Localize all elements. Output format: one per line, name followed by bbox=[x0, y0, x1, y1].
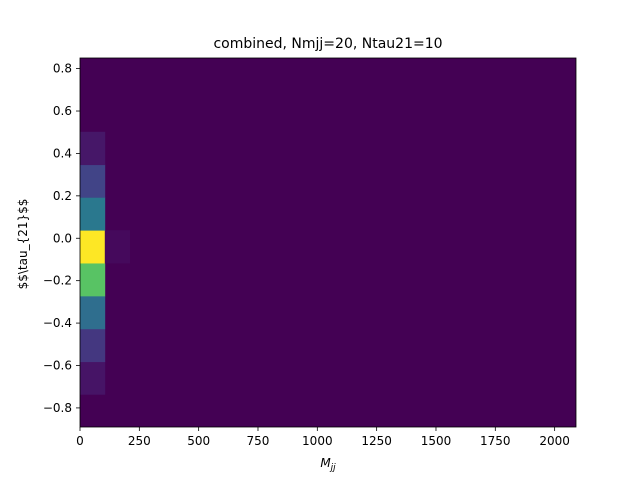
x-axis: 0 250 500 750 1000 1250 1500 1750 2000 bbox=[76, 427, 570, 448]
x-tick-label: 1250 bbox=[361, 434, 392, 448]
y-axis: −0.8 −0.6 −0.4 −0.2 0.0 0.2 0.4 0.6 0.8 bbox=[43, 62, 80, 415]
x-tick-label: 0 bbox=[76, 434, 84, 448]
y-tick-label: 0.4 bbox=[53, 146, 72, 160]
y-tick-label: −0.4 bbox=[43, 316, 72, 330]
y-tick-label: −0.8 bbox=[43, 401, 72, 415]
heatmap-cell bbox=[80, 295, 106, 330]
heatmap-cell bbox=[104, 230, 130, 264]
heatmap-cell bbox=[80, 164, 106, 198]
x-axis-label-subscript: jj bbox=[329, 463, 337, 473]
x-axis-label-main: M bbox=[320, 456, 331, 470]
y-axis-label: $$\tau_{21}$$ bbox=[16, 199, 30, 290]
y-tick-label: 0.6 bbox=[53, 104, 72, 118]
x-tick-label: 1750 bbox=[480, 434, 511, 448]
x-tick-label: 750 bbox=[247, 434, 270, 448]
plot-frame bbox=[79, 57, 577, 428]
x-axis-label: Mjj bbox=[320, 456, 336, 473]
y-tick-label: 0.2 bbox=[53, 189, 72, 203]
x-tick-label: 2000 bbox=[539, 434, 570, 448]
x-tick-label: 500 bbox=[187, 434, 210, 448]
heatmap-cells bbox=[80, 58, 576, 427]
chart-title: combined, Nmjj=20, Ntau21=10 bbox=[213, 36, 442, 52]
heatmap-background bbox=[80, 58, 576, 427]
x-tick-label: 250 bbox=[128, 434, 151, 448]
heatmap-cell bbox=[80, 263, 106, 297]
x-tick-label: 1500 bbox=[421, 434, 452, 448]
y-tick-label: −0.2 bbox=[43, 274, 72, 288]
y-tick-label: 0.0 bbox=[53, 231, 72, 245]
heatmap-cell bbox=[80, 131, 106, 166]
x-tick-label: 1000 bbox=[302, 434, 333, 448]
y-tick-label: −0.6 bbox=[43, 359, 72, 373]
heatmap-cell bbox=[80, 230, 106, 264]
heatmap-cell bbox=[80, 361, 106, 395]
y-tick-label: 0.8 bbox=[53, 62, 72, 76]
heatmap-cell bbox=[80, 197, 106, 231]
heatmap-cell bbox=[80, 328, 106, 363]
